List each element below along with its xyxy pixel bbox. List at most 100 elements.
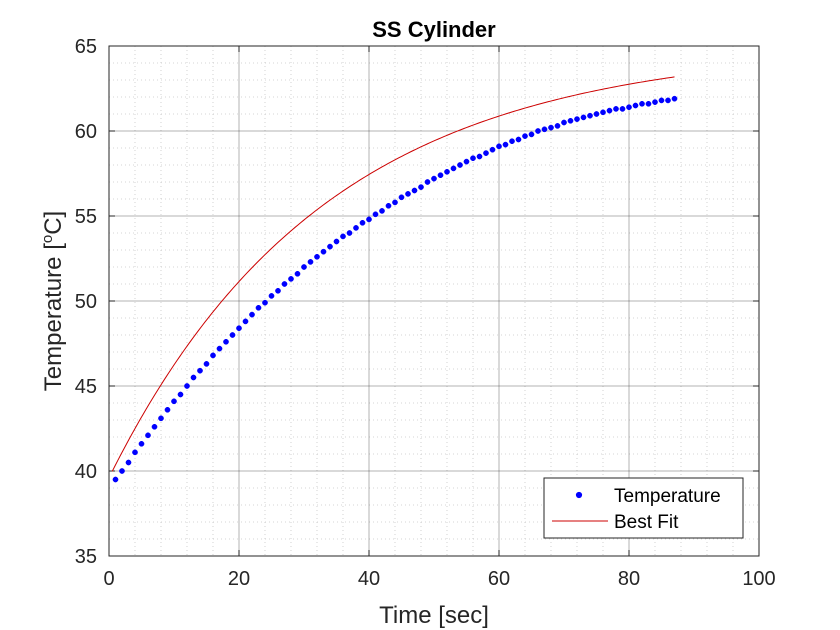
temperature-point [307, 259, 314, 265]
y-axis-label-superscript: o [39, 235, 56, 243]
temperature-point [535, 128, 541, 134]
temperature-point [632, 102, 639, 109]
temperature-point [353, 225, 359, 231]
temperature-point [671, 95, 678, 102]
temperature-point [496, 143, 502, 150]
temperature-point [450, 165, 457, 172]
temperature-point [437, 172, 444, 179]
temperature-point [476, 153, 483, 160]
temperature-point [281, 281, 288, 287]
plot-area [109, 46, 759, 556]
minor-grid [109, 46, 759, 556]
temperature-point [177, 391, 184, 398]
temperature-point [431, 175, 437, 182]
temperature-point [379, 208, 385, 214]
temperature-point [171, 398, 177, 405]
temperature-point [515, 136, 522, 143]
temperature-point [216, 345, 223, 352]
x-tick-label: 20 [228, 568, 250, 590]
temperature-point [294, 270, 301, 277]
temperature-point [145, 432, 151, 439]
temperature-point [197, 367, 203, 374]
temperature-point [424, 179, 431, 185]
temperature-point [457, 162, 463, 168]
temperature-point [411, 187, 418, 194]
temperature-point [125, 459, 132, 466]
temperature-point [249, 311, 255, 318]
temperature-point [489, 146, 496, 153]
temperature-point [574, 116, 580, 122]
temperature-point [333, 238, 340, 245]
temperature-point [658, 97, 665, 104]
temperature-point [242, 318, 249, 325]
temperature-point [164, 406, 171, 413]
x-tick-label: 80 [618, 568, 640, 590]
y-tick-label: 65 [75, 36, 97, 58]
temperature-point [275, 287, 281, 294]
x-tick-label: 0 [103, 568, 114, 590]
temperature-point [580, 114, 587, 121]
temperature-point [444, 168, 450, 175]
temperature-point [665, 97, 671, 104]
temperature-point [392, 199, 398, 206]
axis-ticks [108, 45, 760, 557]
temperature-point [619, 106, 626, 112]
temperature-point [509, 138, 515, 145]
temperature-point [626, 104, 632, 111]
temperature-point [385, 202, 392, 209]
x-tick-labels: 0 20 40 60 80 100 [103, 568, 775, 590]
temperature-point [340, 233, 346, 240]
temperature-point [359, 219, 366, 226]
legend-marker-temperature [575, 491, 583, 499]
series-layer [111, 76, 678, 483]
temperature-point [463, 158, 470, 165]
major-grid [109, 46, 759, 556]
temperature-point [119, 468, 125, 474]
temperature-point [190, 374, 197, 381]
y-tick-label: 35 [75, 546, 97, 568]
temperature-point [606, 107, 613, 114]
best-fit-line [111, 76, 675, 472]
temperature-point [236, 325, 242, 332]
y-tick-labels: 35 40 45 50 55 60 65 [75, 36, 97, 568]
temperature-point [223, 338, 229, 345]
temperature-point [528, 131, 535, 138]
x-axis-label: Time [sec] [379, 602, 489, 629]
x-tick-label: 100 [742, 568, 775, 590]
temperature-point [502, 141, 509, 148]
x-tick-label: 60 [488, 568, 510, 590]
legend-box [543, 477, 744, 539]
y-tick-label: 60 [75, 121, 97, 143]
y-axis-label-tail: C] [40, 211, 67, 235]
temperature-point [652, 99, 658, 105]
temperature-point [418, 184, 424, 190]
legend: Temperature Best Fit [543, 477, 744, 539]
temperature-point [561, 119, 567, 126]
temperature-point [184, 383, 190, 389]
y-tick-label: 40 [75, 461, 97, 483]
temperature-point [645, 100, 652, 107]
y-tick-label: 45 [75, 376, 97, 398]
temperature-point [541, 126, 548, 133]
temperature-point [327, 243, 333, 250]
temperature-point [398, 194, 405, 201]
legend-label-best-fit: Best Fit [614, 512, 679, 533]
temperature-point [210, 352, 216, 359]
temperature-point [262, 299, 268, 306]
y-axis-label: Temperature [oC] [39, 211, 67, 391]
temperature-point [366, 216, 372, 223]
temperature-point [320, 248, 327, 255]
temperature-point [229, 332, 236, 338]
temperature-point [483, 150, 489, 156]
temperature-point [372, 211, 379, 218]
temperature-point [593, 111, 600, 117]
temperature-point [639, 100, 645, 107]
temperature-point [158, 415, 164, 422]
temperature-point [138, 440, 145, 447]
temperature-point [567, 117, 574, 124]
temperature-point [314, 253, 320, 260]
temperature-point [268, 293, 275, 299]
y-tick-label: 50 [75, 291, 97, 313]
temperature-point [255, 304, 262, 311]
temperature-point [301, 264, 307, 270]
